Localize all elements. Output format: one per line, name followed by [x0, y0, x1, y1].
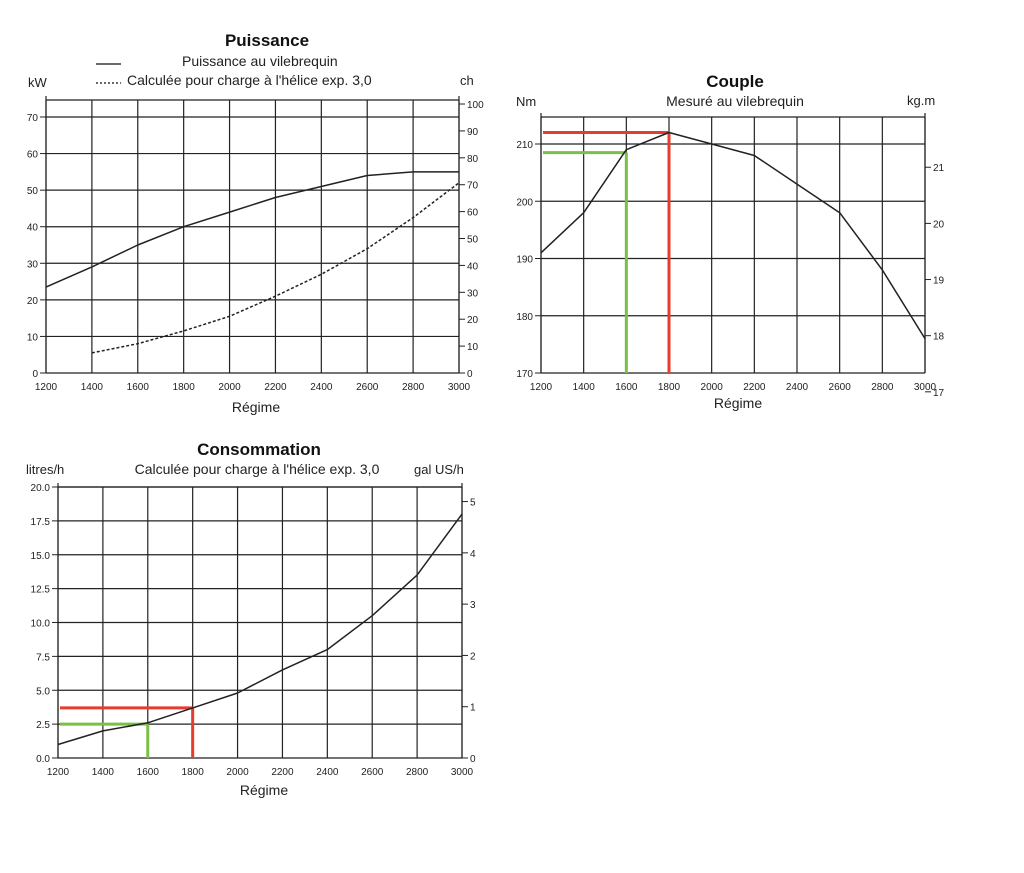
y-tick-label-right: 20	[933, 219, 945, 230]
y-axis-left-unit: litres/h	[26, 462, 64, 477]
x-tick-label: 2400	[786, 382, 809, 393]
y-tick-label-left: 20.0	[31, 483, 51, 494]
x-tick-label: 1800	[658, 382, 681, 393]
y-tick-label-left: 10.0	[31, 619, 51, 630]
y-tick-label-left: 40	[27, 223, 39, 234]
x-axis-label: Régime	[714, 395, 762, 411]
legend-label-solid: Puissance au vilebrequin	[182, 53, 338, 69]
y-tick-label-right: 10	[467, 342, 479, 353]
y-tick-label-right: 1	[470, 703, 476, 714]
x-tick-label: 1600	[137, 767, 160, 778]
series-line	[540, 131, 926, 339]
x-tick-label: 2400	[316, 767, 339, 778]
y-tick-label-right: 19	[933, 276, 945, 287]
y-tick-label-left: 0	[32, 369, 38, 380]
y-tick-label-right: 100	[467, 100, 484, 111]
chart-title: Couple	[706, 72, 764, 91]
x-tick-label: 1200	[530, 382, 553, 393]
y-tick-label-left: 50	[27, 186, 39, 197]
y-tick-label-right: 17	[933, 388, 945, 399]
chart-subtitle: Mesuré au vilebrequin	[666, 93, 804, 109]
x-tick-label: 2400	[310, 382, 333, 393]
y-tick-label-left: 17.5	[31, 517, 51, 528]
y-axis-right-unit: gal US/h	[414, 462, 464, 477]
x-tick-label: 3000	[914, 382, 937, 393]
y-tick-label-left: 190	[516, 255, 533, 266]
x-tick-label: 2600	[829, 382, 852, 393]
y-tick-label-right: 0	[470, 754, 476, 765]
x-tick-label: 2000	[218, 382, 241, 393]
y-tick-label-right: 60	[467, 208, 479, 219]
y-tick-label-left: 210	[516, 140, 533, 151]
puissance-chart: Puissance Puissance au vilebrequin Calcu…	[27, 31, 484, 415]
consommation-chart: Consommation Calculée pour charge à l'hé…	[26, 440, 476, 798]
y-tick-label-left: 2.5	[36, 720, 50, 731]
y-tick-label-right: 2	[470, 651, 476, 662]
y-tick-label-right: 20	[467, 315, 479, 326]
y-axis-right-unit: kg.m	[907, 93, 935, 108]
y-tick-label-left: 10	[27, 332, 39, 343]
y-tick-label-right: 18	[933, 332, 945, 343]
x-tick-label: 2600	[361, 767, 384, 778]
chart-title: Puissance	[225, 31, 309, 50]
y-tick-label-right: 90	[467, 127, 479, 138]
y-tick-label-left: 12.5	[31, 585, 51, 596]
y-tick-label-right: 0	[467, 369, 473, 380]
x-tick-label: 2200	[264, 382, 287, 393]
x-tick-label: 2200	[271, 767, 294, 778]
x-tick-label: 2000	[701, 382, 724, 393]
legend-label-dashed: Calculée pour charge à l'hélice exp. 3,0	[127, 72, 372, 88]
y-tick-label-right: 4	[470, 549, 476, 560]
x-tick-label: 1400	[573, 382, 596, 393]
x-tick-label: 1600	[615, 382, 638, 393]
y-tick-label-right: 5	[470, 498, 476, 509]
y-tick-label-right: 3	[470, 600, 476, 611]
x-axis-label: Régime	[232, 399, 280, 415]
x-tick-label: 2000	[226, 767, 249, 778]
y-tick-label-right: 50	[467, 235, 479, 246]
y-tick-label-left: 30	[27, 259, 39, 270]
x-axis-label: Régime	[240, 782, 288, 798]
y-tick-label-left: 70	[27, 113, 39, 124]
y-tick-label-right: 80	[467, 154, 479, 165]
y-tick-label-left: 180	[516, 312, 533, 323]
x-tick-label: 3000	[448, 382, 471, 393]
x-tick-label: 2200	[743, 382, 766, 393]
series-line-dashed	[91, 182, 460, 354]
y-tick-label-right: 21	[933, 163, 945, 174]
y-tick-label-right: 30	[467, 288, 479, 299]
series-line	[45, 171, 459, 288]
chart-subtitle: Calculée pour charge à l'hélice exp. 3,0	[135, 461, 380, 477]
x-tick-label: 2800	[406, 767, 429, 778]
y-tick-label-right: 70	[467, 181, 479, 192]
y-tick-label-left: 200	[516, 197, 533, 208]
x-tick-label: 1800	[182, 767, 205, 778]
x-tick-label: 2600	[356, 382, 379, 393]
y-tick-label-left: 0.0	[36, 754, 50, 765]
x-tick-label: 1200	[35, 382, 58, 393]
x-tick-label: 1800	[173, 382, 196, 393]
y-tick-label-left: 20	[27, 296, 39, 307]
x-tick-label: 2800	[871, 382, 894, 393]
x-tick-label: 1400	[81, 382, 104, 393]
couple-chart: Couple Mesuré au vilebrequin Nm kg.m 120…	[516, 72, 945, 411]
x-tick-label: 1400	[92, 767, 115, 778]
y-axis-left-unit: kW	[28, 75, 48, 90]
x-tick-label: 1600	[127, 382, 150, 393]
series-line	[57, 513, 463, 746]
y-tick-label-left: 7.5	[36, 652, 50, 663]
x-tick-label: 3000	[451, 767, 474, 778]
chart-title: Consommation	[197, 440, 321, 459]
y-tick-label-left: 5.0	[36, 686, 50, 697]
y-tick-label-left: 15.0	[31, 551, 51, 562]
y-tick-label-right: 40	[467, 261, 479, 272]
x-tick-label: 2800	[402, 382, 425, 393]
y-axis-left-unit: Nm	[516, 94, 536, 109]
x-tick-label: 1200	[47, 767, 70, 778]
y-axis-right-unit: ch	[460, 73, 474, 88]
y-tick-label-left: 170	[516, 369, 533, 380]
y-tick-label-left: 60	[27, 150, 39, 161]
